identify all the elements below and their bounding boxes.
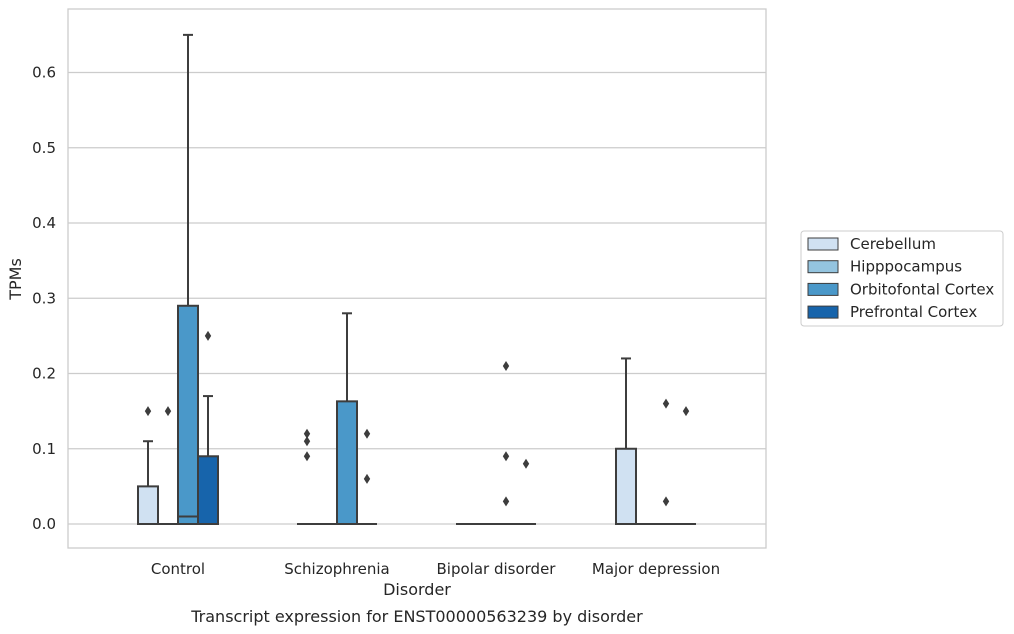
legend-swatch <box>807 237 839 251</box>
outlier-point <box>303 436 311 447</box>
legend-swatch <box>807 260 839 274</box>
box-iqr <box>177 304 199 525</box>
legend-label: Cerebellum <box>850 235 936 253</box>
box-cerebellum <box>297 428 317 525</box>
x-tick-labels: Control Schizophrenia Bipolar disorder Majo… <box>151 560 720 578</box>
legend-swatch <box>807 305 839 319</box>
y-tick-labels: 0.0 0.1 0.2 0.3 0.4 0.5 0.6 <box>32 64 56 534</box>
plot-frame <box>67 8 767 549</box>
x-tick-label: Bipolar disorder <box>437 560 557 578</box>
y-tick-label: 0.3 <box>32 289 56 307</box>
outlier-point <box>144 406 152 417</box>
box-prefrontal-cortex <box>357 428 377 525</box>
outlier-point <box>363 428 371 439</box>
outlier-point <box>662 496 670 507</box>
legend-label: Orbitofontal Cortex <box>850 280 994 298</box>
outlier-point <box>363 473 371 484</box>
y-tick-label: 0.2 <box>32 365 56 383</box>
box-iqr <box>336 400 358 525</box>
box-orbitofontal-cortex <box>496 360 516 525</box>
y-tick-label: 0.6 <box>32 64 56 82</box>
outlier-point <box>502 496 510 507</box>
boxes <box>137 33 696 525</box>
y-axis-title: TPMs <box>6 258 25 301</box>
legend-label: Hipppocampus <box>850 258 962 276</box>
legend-label: Prefrontal Cortex <box>850 303 977 321</box>
outlier-point <box>502 360 510 371</box>
x-tick-label: Major depression <box>592 560 720 578</box>
outlier-point <box>522 458 530 469</box>
box-orbitofontal-cortex <box>336 312 358 525</box>
outlier-point <box>303 428 311 439</box>
box-iqr <box>197 455 219 525</box>
x-axis-title: Disorder <box>383 580 451 599</box>
legend: Cerebellum Hipppocampus Orbitofontal Corte… <box>800 230 1004 327</box>
box-prefrontal-cortex <box>676 406 696 525</box>
outlier-point <box>662 398 670 409</box>
x-tick-label: Control <box>151 560 205 578</box>
chart-caption: Transcript expression for ENST0000056323… <box>190 607 643 626</box>
plot-background <box>68 9 766 548</box>
x-tick-label: Schizophrenia <box>284 560 389 578</box>
box-orbitofontal-cortex <box>177 33 199 525</box>
legend-swatch <box>807 282 839 296</box>
outlier-point <box>502 451 510 462</box>
box-hipppocampus <box>158 406 178 525</box>
y-tick-label: 0.5 <box>32 139 56 157</box>
y-tick-label: 0.0 <box>32 515 56 533</box>
box-prefrontal-cortex <box>197 330 219 525</box>
outlier-point <box>164 406 172 417</box>
box-cerebellum <box>137 406 159 525</box>
y-tick-label: 0.1 <box>32 440 56 458</box>
box-iqr <box>615 447 637 525</box>
box-iqr <box>137 485 159 525</box>
box-orbitofontal-cortex <box>656 398 676 525</box>
y-tick-label: 0.4 <box>32 214 56 232</box>
box-cerebellum <box>615 357 637 525</box>
legend-frame <box>800 230 1004 327</box>
outlier-point <box>204 330 212 341</box>
outlier-point <box>303 451 311 462</box>
outlier-point <box>682 406 690 417</box>
box-prefrontal-cortex <box>516 458 536 525</box>
